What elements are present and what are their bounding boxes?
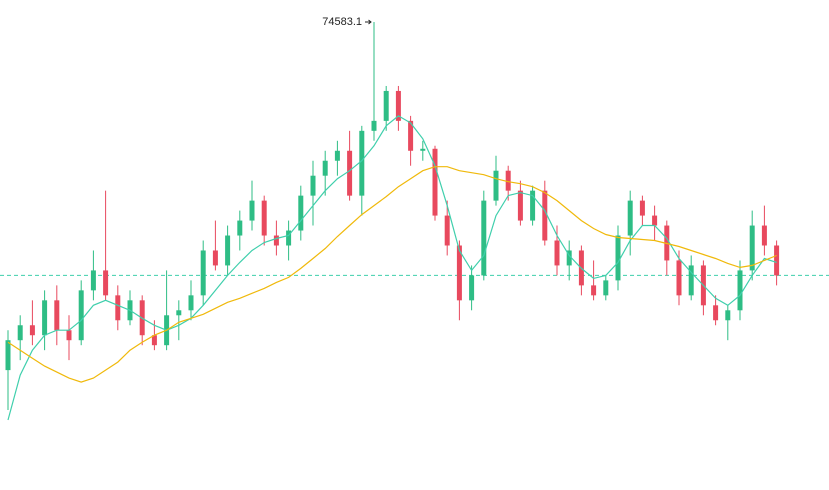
candle-body <box>566 250 572 266</box>
annotation-arrow <box>365 19 372 25</box>
candle-body <box>5 340 11 371</box>
candle-body <box>676 260 682 296</box>
candle-body <box>225 235 231 266</box>
candle-body <box>774 245 780 276</box>
candle-body <box>725 310 731 321</box>
candle-body <box>505 170 511 191</box>
candle-body <box>237 220 243 236</box>
candle-body <box>652 215 658 226</box>
candle-body <box>188 295 194 311</box>
candle-body <box>286 230 292 246</box>
candle-body <box>627 200 633 236</box>
candle-body <box>371 120 377 131</box>
candle-body <box>420 148 426 151</box>
candle-body <box>469 275 475 301</box>
candle-body <box>542 190 548 241</box>
candle-body <box>17 325 23 341</box>
candle-body <box>151 335 157 346</box>
candle-body <box>42 300 48 336</box>
candle-body <box>176 310 182 316</box>
candle-body <box>713 305 719 321</box>
candle-body <box>432 148 438 216</box>
candle-body <box>517 190 523 221</box>
candle-body <box>456 245 462 301</box>
candle-body <box>334 150 340 161</box>
candle-body <box>29 325 35 336</box>
candle-body <box>530 190 536 221</box>
candle-body <box>322 160 328 176</box>
candle-body <box>688 265 694 296</box>
candle-body <box>615 235 621 281</box>
candle-body <box>761 225 767 246</box>
candle-body <box>78 290 84 341</box>
candle-body <box>66 330 72 341</box>
candle-body <box>383 90 389 121</box>
candle-body <box>395 90 401 121</box>
candle-body <box>200 250 206 296</box>
candle-body <box>115 295 121 321</box>
candle-body <box>249 200 255 221</box>
candle-body <box>273 235 279 246</box>
candle-body <box>591 285 597 296</box>
candle-body <box>749 225 755 271</box>
candle-body <box>54 300 60 331</box>
candle-body <box>444 215 450 246</box>
candle-body <box>639 200 645 216</box>
candle-body <box>298 195 304 231</box>
candle-body <box>493 170 499 201</box>
high-annotation: 74583.1 <box>322 16 362 28</box>
candle-body <box>554 240 560 266</box>
candle-body <box>90 270 96 291</box>
moving-average-line <box>7 166 777 383</box>
candle-body <box>737 270 743 311</box>
candle-body <box>212 250 218 266</box>
candle-body <box>603 280 609 296</box>
candle-body <box>310 175 316 196</box>
candle-body <box>347 150 353 196</box>
candle-body <box>408 120 414 151</box>
moving-average-line <box>7 115 777 421</box>
candle-body <box>481 200 487 276</box>
candle-body <box>103 270 109 296</box>
candle-body <box>359 130 365 196</box>
candle-body <box>261 200 267 236</box>
